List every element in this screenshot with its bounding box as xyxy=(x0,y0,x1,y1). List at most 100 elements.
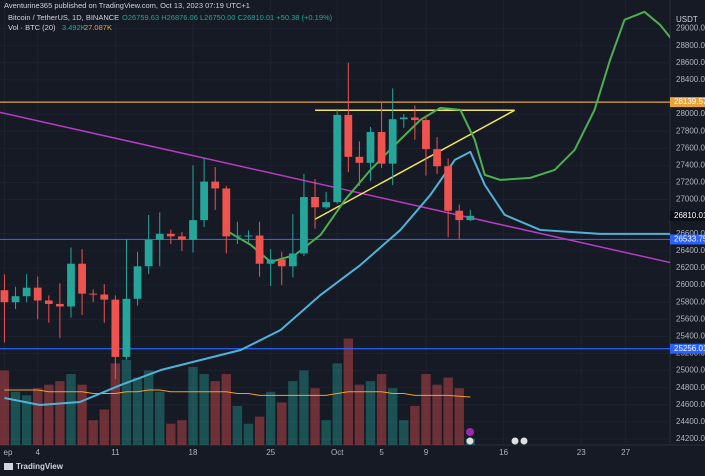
volume-bar xyxy=(221,374,231,445)
y-tick-label: 25400.00 xyxy=(676,332,705,341)
volume-bar xyxy=(243,423,254,445)
y-tick-label: 24600.00 xyxy=(676,400,705,409)
indicator-line xyxy=(224,10,670,263)
candle-body xyxy=(211,181,220,189)
y-tick-label: 28600.00 xyxy=(676,58,705,67)
volume-bar xyxy=(132,377,143,445)
candle-body xyxy=(155,233,164,240)
candle-body xyxy=(300,197,308,254)
y-tick-label: 26600.00 xyxy=(676,229,705,238)
candle-body xyxy=(344,114,353,157)
candles xyxy=(0,62,475,380)
candle-body xyxy=(11,296,20,303)
volume-bar xyxy=(155,391,165,445)
volume-ma-line xyxy=(4,389,471,398)
volume-bar xyxy=(77,384,87,445)
x-tick-label: 16 xyxy=(499,448,508,457)
volume-bar xyxy=(421,374,431,445)
volume-bar xyxy=(199,374,209,445)
candle-body xyxy=(288,253,297,267)
y-tick-label: 29000.00 xyxy=(676,24,705,33)
candle-body xyxy=(333,114,342,203)
y-tick-label: 28000.00 xyxy=(676,109,705,118)
x-tick-label: 11 xyxy=(111,448,120,457)
volume-ma: 27.087K xyxy=(84,23,112,32)
volume-bar xyxy=(321,420,331,445)
volume-bar xyxy=(354,384,365,445)
volume-bar xyxy=(99,409,109,445)
x-tick-label: 25 xyxy=(266,448,275,457)
candle-body xyxy=(366,132,375,163)
y-tick-label: 24800.00 xyxy=(676,383,705,392)
event-icon xyxy=(511,437,519,445)
candle-body xyxy=(178,236,186,240)
overlays xyxy=(0,10,670,406)
candle-body xyxy=(22,287,31,297)
candle-body xyxy=(133,266,142,299)
volume-bar xyxy=(88,420,98,445)
candle-body xyxy=(100,294,109,300)
candle-body xyxy=(433,149,441,167)
volume-last: 3.492K xyxy=(62,23,86,32)
candle-body xyxy=(0,290,9,303)
candle-body xyxy=(266,259,275,264)
y-tick-label: 26000.00 xyxy=(676,280,705,289)
volume-bar xyxy=(443,377,453,445)
x-tick-label: 9 xyxy=(424,448,429,457)
volume-bar xyxy=(432,384,442,445)
x-tick-label: 5 xyxy=(379,448,384,457)
candle-body xyxy=(311,197,319,208)
candle-body xyxy=(277,259,286,267)
event-icon xyxy=(466,428,474,436)
candle-body xyxy=(244,235,253,237)
candle-body xyxy=(322,202,331,208)
price-line-label: 28139.57 xyxy=(674,97,705,106)
candle-body xyxy=(33,287,42,301)
volume-bar xyxy=(365,381,376,445)
y-tick-label: 27400.00 xyxy=(676,160,705,169)
volume-bar xyxy=(33,388,43,445)
y-tick-label: 27800.00 xyxy=(676,126,705,135)
event-icon xyxy=(466,437,474,445)
volume-bar xyxy=(10,391,21,445)
volume-bar xyxy=(55,381,65,445)
volume-bar xyxy=(299,370,309,445)
volume-bar xyxy=(121,359,132,445)
y-tick-label: 27200.00 xyxy=(676,178,705,187)
candle-body xyxy=(466,215,475,221)
y-tick-label: 24400.00 xyxy=(676,417,705,426)
currency: USDT xyxy=(676,15,698,24)
candle-body xyxy=(377,132,386,164)
x-tick-label: 27 xyxy=(621,448,630,457)
candle-body xyxy=(444,166,453,211)
logo-icon xyxy=(4,463,13,470)
candle-body xyxy=(144,239,153,267)
axes: 24200.00 24400.00 24600.00 24800.00 25000.00… xyxy=(4,24,705,457)
candle-body xyxy=(422,120,430,150)
ohlc: O26759.63 H26876.06 L26750.00 C26810.01 … xyxy=(122,13,333,22)
price-line-label: 26533.75 xyxy=(674,235,705,244)
volume-bar xyxy=(454,388,464,445)
x-tick-label: ep xyxy=(4,448,13,457)
volume-bar xyxy=(110,363,121,445)
candle-body xyxy=(111,299,120,357)
last-price-tag xyxy=(670,210,705,221)
y-tick-label: 24200.00 xyxy=(676,434,705,443)
candle-body xyxy=(410,117,419,121)
last-price-label: 26810.01 xyxy=(674,211,705,220)
y-tick-label: 25000.00 xyxy=(676,366,705,375)
volume-bar xyxy=(265,391,276,445)
volume-bar xyxy=(410,405,420,445)
y-tick-label: 25600.00 xyxy=(676,314,705,323)
y-tick-label: 26400.00 xyxy=(676,246,705,255)
volume-bar xyxy=(332,363,342,445)
price-line-tag xyxy=(670,97,705,108)
brand: TradingView xyxy=(16,462,64,471)
candle-body xyxy=(44,300,53,304)
candle-body xyxy=(455,210,464,221)
price-line-tag xyxy=(670,234,705,245)
volume-bar xyxy=(44,384,54,445)
